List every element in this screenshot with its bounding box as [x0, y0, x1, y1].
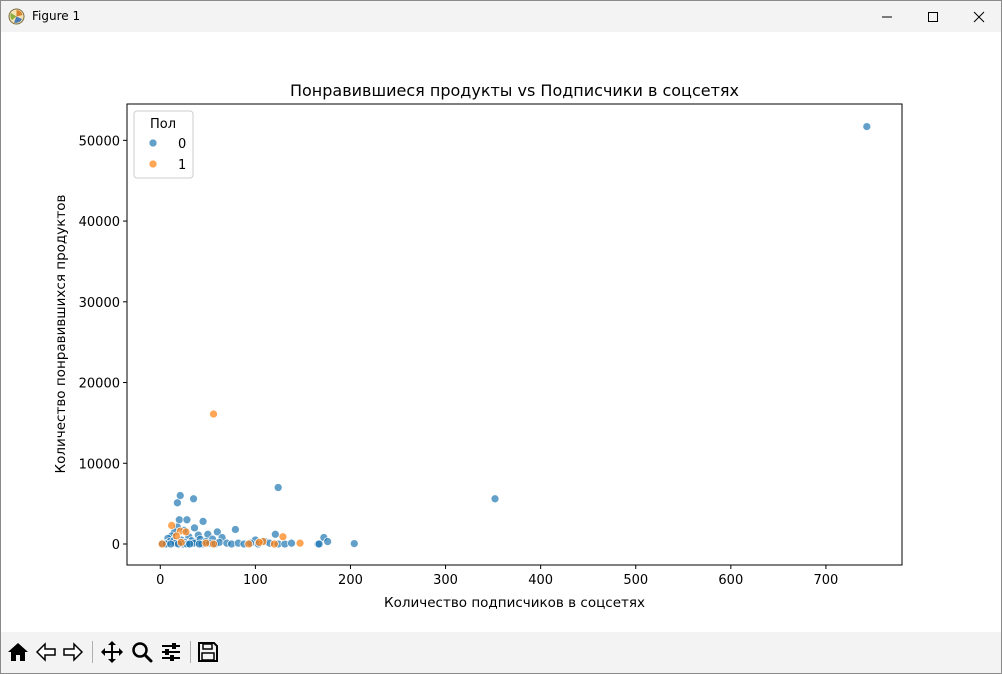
plot-area [126, 103, 903, 566]
scatter-point-gender-0 [185, 539, 195, 549]
x-tick-label: 700 [814, 573, 839, 588]
x-tick-label: 100 [243, 573, 268, 588]
minimize-button[interactable] [864, 1, 910, 32]
legend-label-1: 1 [178, 158, 186, 173]
x-tick-label: 400 [528, 573, 553, 588]
x-tick-label: 0 [156, 573, 164, 588]
x-axis-label: Количество подписчиков в соцсетях [384, 595, 645, 611]
legend-title: Пол [150, 117, 176, 132]
y-tick-label: 40000 [79, 215, 120, 230]
zoom-button[interactable] [128, 638, 156, 666]
legend-marker-1 [148, 159, 158, 169]
scatter-point-gender-1 [295, 538, 305, 548]
x-tick-label: 500 [623, 573, 648, 588]
scatter-point-gender-0 [349, 539, 359, 548]
y-axis-label: Количество понравившихся продуктов [53, 194, 69, 473]
data-points [157, 122, 872, 549]
home-button[interactable] [4, 638, 32, 666]
matplotlib-app-icon [8, 8, 25, 25]
home-icon [8, 643, 28, 661]
window-title: Figure 1 [32, 9, 81, 23]
title-bar: Figure 1 [1, 1, 1001, 32]
close-icon [973, 11, 985, 22]
zoom-magnifier-icon [132, 642, 153, 663]
scatter-point-gender-0 [862, 122, 872, 131]
minimize-icon [882, 16, 892, 17]
x-tick-label: 300 [433, 573, 458, 588]
scatter-point-gender-1 [181, 527, 191, 537]
scatter-point-gender-1 [244, 539, 254, 549]
back-button[interactable] [32, 638, 60, 666]
scatter-point-gender-0 [182, 515, 192, 525]
forward-arrow-icon [63, 642, 84, 662]
scatter-point-gender-0 [273, 483, 283, 492]
y-tick-label: 0 [112, 538, 120, 553]
legend-label-0: 0 [178, 137, 186, 152]
scatter-point-gender-0 [166, 539, 176, 549]
scatter-point-gender-0 [190, 523, 199, 533]
scatter-point-gender-1 [172, 531, 181, 541]
y-axis: 0 10000 20000 30000 40000 50000 [79, 134, 127, 553]
scatter-point-gender-0 [212, 527, 222, 537]
chart-title: Понравившиеся продукты vs Подписчики в с… [290, 81, 739, 100]
y-tick-label: 10000 [79, 457, 120, 472]
y-tick-label: 50000 [79, 134, 120, 149]
scatter-point-gender-0 [287, 538, 296, 548]
scatter-chart: Понравившиеся продукты vs Подписчики в с… [53, 81, 903, 611]
scatter-point-gender-0 [198, 517, 208, 526]
save-button[interactable] [194, 638, 222, 666]
y-tick-label: 30000 [79, 296, 120, 311]
scatter-point-gender-1 [209, 409, 218, 419]
legend-box [133, 110, 194, 179]
legend-marker-0 [148, 138, 158, 148]
toolbar-separator [92, 641, 93, 663]
configure-subplots-button[interactable] [157, 638, 185, 666]
y-tick-label: 20000 [79, 377, 120, 392]
forward-button[interactable] [59, 638, 87, 666]
navigation-toolbar [1, 632, 1001, 673]
save-floppy-icon [198, 642, 218, 662]
x-tick-label: 600 [718, 573, 743, 588]
scatter-point-gender-0 [175, 491, 185, 500]
scatter-point-gender-1 [157, 539, 167, 549]
maximize-icon [928, 11, 938, 22]
configure-subplots-icon [162, 643, 180, 661]
pan-button[interactable] [98, 638, 126, 666]
scatter-point-gender-0 [314, 539, 324, 549]
x-tick-label: 200 [338, 573, 363, 588]
scatter-point-gender-0 [174, 515, 184, 525]
scatter-point-gender-1 [254, 538, 264, 547]
scatter-point-gender-1 [278, 532, 288, 542]
scatter-point-gender-1 [209, 539, 218, 549]
scatter-point-gender-1 [201, 538, 211, 548]
toolbar-separator [190, 641, 191, 663]
scatter-point-gender-0 [173, 498, 182, 508]
scatter-point-gender-1 [176, 538, 186, 547]
scatter-point-gender-0 [270, 529, 280, 539]
x-axis: 0 100 200 300 400 500 600 700 [156, 565, 838, 588]
legend: Пол 0 1 [133, 110, 194, 179]
pan-move-icon [101, 641, 123, 663]
scatter-point-gender-1 [167, 521, 177, 530]
scatter-point-gender-1 [270, 539, 279, 549]
close-button[interactable] [956, 1, 1002, 32]
back-arrow-icon [35, 642, 56, 662]
scatter-point-gender-0 [231, 525, 240, 534]
scatter-point-gender-0 [189, 494, 198, 504]
scatter-point-gender-0 [323, 537, 332, 546]
maximize-button[interactable] [910, 1, 956, 32]
figure-canvas: Понравившиеся продукты vs Подписчики в с… [1, 32, 1001, 631]
scatter-point-gender-0 [490, 494, 500, 504]
